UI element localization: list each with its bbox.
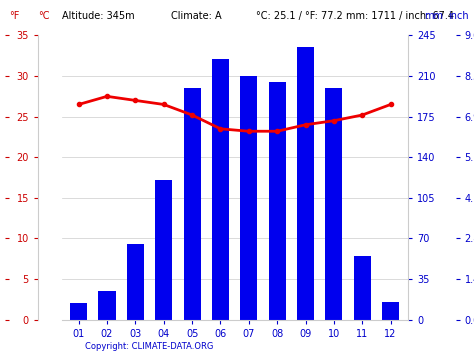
Text: mm: mm (424, 11, 443, 21)
Bar (155, 180, 172, 320)
Bar (269, 82, 286, 320)
Text: °F: °F (9, 11, 20, 21)
Bar (183, 88, 201, 320)
Text: Copyright: CLIMATE-DATA.ORG: Copyright: CLIMATE-DATA.ORG (85, 343, 214, 351)
Bar (297, 47, 314, 320)
Text: °C: 25.1 / °F: 77.2: °C: 25.1 / °F: 77.2 (256, 11, 343, 21)
Text: mm: 1711 / inch: 67.4: mm: 1711 / inch: 67.4 (346, 11, 454, 21)
Bar (354, 256, 371, 320)
Bar (325, 88, 342, 320)
Bar (127, 244, 144, 320)
Bar (212, 59, 229, 320)
Text: Climate: A: Climate: A (171, 11, 221, 21)
Text: °C: °C (38, 11, 49, 21)
Bar (382, 302, 399, 320)
Bar (99, 290, 116, 320)
Bar (240, 76, 257, 320)
Text: inch: inch (448, 11, 469, 21)
Bar (70, 303, 87, 320)
Text: Altitude: 345m: Altitude: 345m (62, 11, 134, 21)
